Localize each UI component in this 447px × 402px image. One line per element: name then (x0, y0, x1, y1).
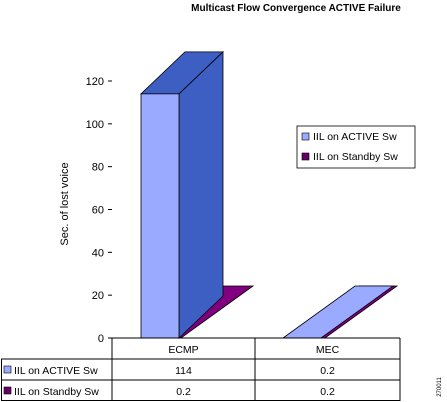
y-tick-label: 40 (92, 247, 104, 259)
data-table: ECMP MEC IIL on ACTIVE Sw 114 0.2 IIL on Stan… (1, 337, 401, 401)
table-header: MEC (316, 344, 340, 356)
y-tick-label: 0 (98, 333, 104, 345)
table-header: ECMP (168, 344, 198, 356)
table-row-swatch (3, 365, 12, 374)
table-row-label: IIL on Standby Sw (14, 386, 99, 398)
bars (140, 50, 399, 339)
table-cell: 0.2 (176, 386, 191, 398)
table-row-swatch (3, 386, 12, 395)
y-tick-label: 80 (92, 162, 104, 174)
y-tick-label: 120 (86, 76, 104, 88)
table-row-label: IIL on ACTIVE Sw (14, 365, 98, 377)
table-cell: 0.2 (320, 386, 335, 398)
legend: IIL on ACTIVE Sw IIL on Standby Sw (296, 125, 416, 169)
y-axis: 0 20 40 60 80 100 120 (86, 76, 112, 345)
bar-ecmp-active (140, 50, 224, 339)
table-cell: 0.2 (320, 365, 335, 377)
y-axis-label: Sec. of lost voice (59, 162, 71, 245)
chart-title: Multicast Flow Convergence ACTIVE Failur… (191, 3, 401, 14)
legend-label: IIL on ACTIVE Sw (313, 131, 397, 143)
figure-id: 270011 (437, 377, 443, 397)
y-tick-label: 60 (92, 205, 104, 217)
legend-swatch (301, 132, 310, 141)
y-tick-label: 20 (92, 290, 104, 302)
bar-face-top (281, 285, 395, 339)
bar-face-front (140, 93, 180, 339)
y-tick-label: 100 (86, 119, 104, 131)
bar-mec-active (281, 285, 395, 339)
bar-face-side (178, 50, 224, 339)
legend-swatch (301, 152, 310, 161)
table-cell: 114 (175, 365, 192, 377)
legend-box (296, 125, 416, 169)
legend-label: IIL on Standby Sw (313, 151, 398, 163)
